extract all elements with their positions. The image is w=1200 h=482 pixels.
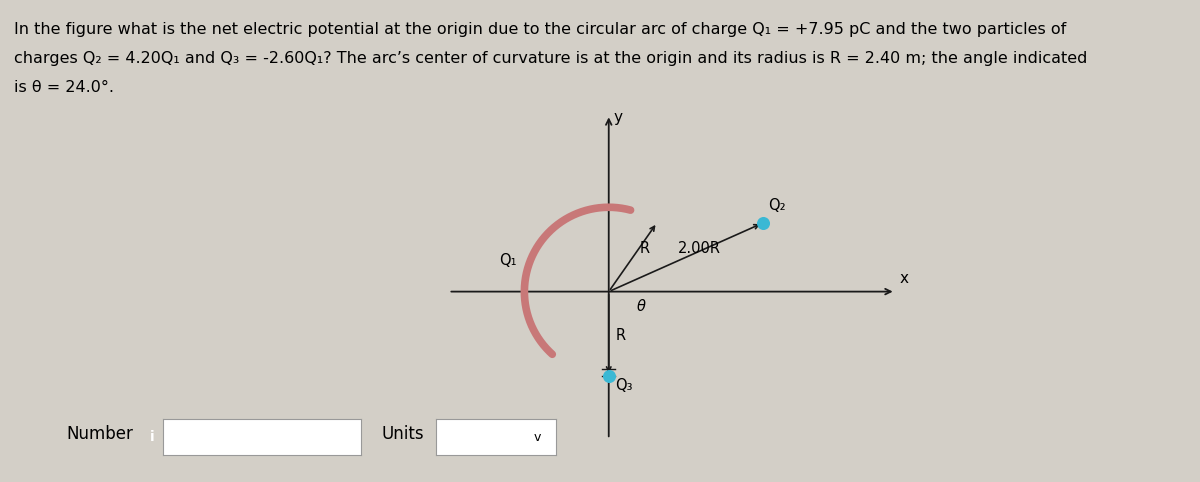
Text: is θ = 24.0°.: is θ = 24.0°. — [14, 80, 114, 94]
Text: In the figure what is the net electric potential at the origin due to the circul: In the figure what is the net electric p… — [14, 22, 1067, 37]
Text: $\theta$: $\theta$ — [636, 298, 647, 314]
Text: Number: Number — [66, 425, 133, 443]
Text: x: x — [900, 271, 908, 286]
Text: i: i — [150, 430, 155, 444]
Text: Q₃: Q₃ — [616, 378, 632, 393]
Text: Units: Units — [382, 425, 425, 443]
Text: Q₁: Q₁ — [499, 253, 517, 268]
Text: Q₂: Q₂ — [768, 198, 786, 213]
Point — [599, 372, 618, 380]
Text: R: R — [616, 328, 625, 343]
Text: v: v — [534, 431, 541, 444]
Point — [754, 219, 773, 227]
Text: charges Q₂ = 4.20Q₁ and Q₃ = -2.60Q₁? The arc’s center of curvature is at the or: charges Q₂ = 4.20Q₁ and Q₃ = -2.60Q₁? Th… — [14, 51, 1087, 66]
Text: y: y — [613, 110, 623, 125]
Text: 2.00R: 2.00R — [678, 241, 721, 256]
Text: R: R — [640, 241, 650, 255]
